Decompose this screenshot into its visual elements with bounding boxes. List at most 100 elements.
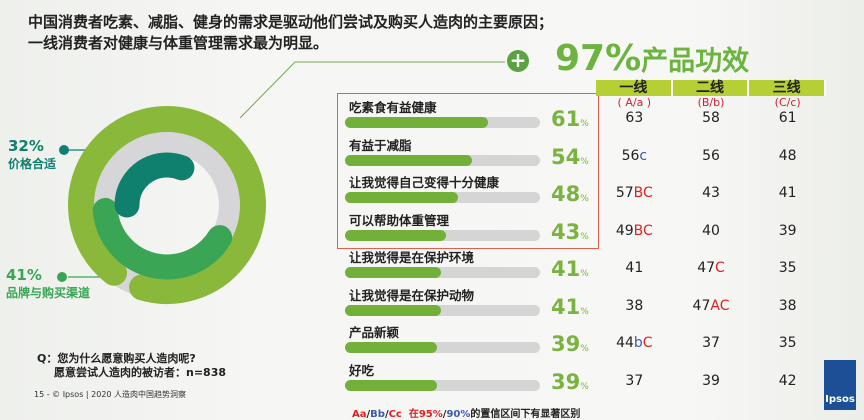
price-label: 32% 价格合适 bbox=[8, 137, 56, 172]
sub-tier1: ( A/a ) bbox=[617, 96, 652, 109]
cell-value: 42 bbox=[778, 372, 797, 389]
bar-label: 让我觉得自己变得十分健康 bbox=[349, 175, 500, 190]
bar-value: 39% bbox=[551, 370, 589, 394]
table-cell: 56 bbox=[673, 148, 750, 164]
cell-value: 41 bbox=[625, 260, 644, 276]
bar-row: 吃素食有益健康 61% bbox=[345, 97, 595, 134]
bar-row: 让我觉得自己变得十分健康 48% bbox=[345, 172, 595, 209]
table-subheader: ( A/a ) (B/b) (C/c) bbox=[596, 96, 826, 109]
question: Q：您为什么愿意购买人造肉呢? 愿意尝试人造肉的被访者：n=838 bbox=[37, 352, 226, 380]
table-row: 57BC 43 41 bbox=[596, 185, 826, 201]
legend-90: 90% bbox=[446, 409, 471, 420]
legend-cc: Cc bbox=[388, 409, 402, 420]
bar-row: 可以帮助体重管理 43% bbox=[345, 210, 595, 247]
brand-text: 品牌与购买渠道 bbox=[6, 286, 91, 300]
brand-pct: 41% bbox=[6, 266, 42, 284]
cell-value: 37 bbox=[625, 372, 644, 389]
cell-value: 58 bbox=[702, 110, 720, 126]
value-number: 43 bbox=[551, 219, 581, 244]
ring-brand-channel bbox=[92, 130, 242, 280]
bar-track bbox=[345, 154, 540, 166]
value-suffix: % bbox=[580, 381, 589, 392]
col-tier3: 三线 bbox=[749, 80, 827, 96]
value-number: 39 bbox=[551, 332, 581, 356]
price-text: 价格合适 bbox=[8, 157, 57, 171]
col-tier2: 二线 bbox=[673, 80, 750, 96]
bar bbox=[345, 304, 442, 316]
table-cell: 41 bbox=[749, 185, 826, 201]
table-cell: 39 bbox=[749, 223, 826, 239]
bar bbox=[345, 117, 489, 128]
ring-product-efficacy bbox=[68, 106, 266, 304]
cell-value: 48 bbox=[778, 147, 797, 164]
headline: 97%产品功效 bbox=[555, 38, 749, 79]
bar-value: 48% bbox=[551, 182, 589, 206]
price-pct: 32% bbox=[8, 137, 44, 155]
sig-letter: c bbox=[639, 147, 648, 164]
sig-letter: C bbox=[642, 335, 653, 351]
bar-row: 有益于减脂 54% bbox=[345, 135, 595, 172]
sig-letter: C bbox=[643, 222, 653, 239]
bar-track bbox=[345, 117, 540, 128]
table-cell: 41 bbox=[596, 260, 673, 276]
cell-value: 35 bbox=[778, 260, 797, 276]
cell-value: 57 bbox=[615, 185, 634, 201]
sig-letter: C bbox=[715, 260, 725, 276]
cell-value: 47 bbox=[692, 297, 711, 314]
bar-row: 让我觉得是在保护环境 41% bbox=[345, 247, 595, 284]
bar-row: 产品新颖 39% bbox=[345, 322, 595, 359]
table-cell: 47AC bbox=[673, 298, 750, 314]
table-cell: 35 bbox=[749, 335, 826, 351]
value-number: 39 bbox=[551, 369, 581, 394]
table-cell: 63 bbox=[596, 110, 673, 126]
value-number: 48 bbox=[551, 182, 581, 206]
table-cell: 42 bbox=[749, 373, 826, 389]
title-line-2: 一线消费者对健康与体重管理需求最为明显。 bbox=[28, 34, 329, 52]
sig-letter: B bbox=[633, 185, 644, 201]
highlight-box bbox=[337, 93, 599, 249]
donut-chart bbox=[68, 106, 266, 304]
value-number: 41 bbox=[551, 294, 581, 319]
headline-pct: 97% bbox=[555, 38, 642, 79]
cell-value: 39 bbox=[702, 372, 720, 389]
question-line2: 愿意尝试人造肉的被访者：n=838 bbox=[54, 366, 227, 379]
legend-bb: Bb bbox=[370, 409, 385, 420]
headline-label: 产品功效 bbox=[641, 46, 750, 77]
bar-label: 让我觉得是在保护动物 bbox=[349, 287, 475, 303]
cell-value: 63 bbox=[625, 110, 644, 126]
bar-track bbox=[345, 267, 540, 278]
table-row: 63 58 61 bbox=[596, 110, 826, 126]
cell-value: 44 bbox=[616, 335, 634, 351]
cell-value: 38 bbox=[778, 297, 797, 314]
bar-row: 好吃 39% bbox=[345, 360, 595, 397]
sig-letter: b bbox=[633, 335, 643, 351]
table-cell: 38 bbox=[749, 298, 826, 314]
bar-label: 让我觉得是在保护环境 bbox=[349, 250, 475, 265]
table-cell: 44bC bbox=[596, 335, 673, 351]
cell-value: 38 bbox=[625, 297, 644, 314]
table-cell: 43 bbox=[673, 185, 750, 201]
ipsos-logo: Ipsos bbox=[824, 360, 856, 410]
table-cell: 58 bbox=[673, 110, 750, 126]
value-suffix: % bbox=[580, 156, 589, 167]
question-line1: Q：您为什么愿意购买人造肉呢? bbox=[37, 352, 196, 365]
bar-label: 可以帮助体重管理 bbox=[349, 212, 450, 228]
legend-95: 在95% bbox=[408, 409, 443, 420]
value-number: 41 bbox=[551, 257, 581, 281]
cell-value: 61 bbox=[778, 110, 797, 126]
table-row: 38 47AC 38 bbox=[596, 298, 826, 314]
significance-legend: Aa/Bb/Cc 在95%/90%的置信区间下有显著区别 bbox=[352, 409, 581, 420]
bar bbox=[345, 154, 472, 166]
bar-value: 39% bbox=[551, 332, 589, 356]
bar-track bbox=[345, 379, 540, 391]
sub-tier3: (C/c) bbox=[774, 96, 801, 109]
cell-value: 47 bbox=[697, 260, 716, 276]
bar-value: 41% bbox=[551, 295, 589, 319]
cell-value: 41 bbox=[778, 185, 797, 201]
legend-aa: Aa bbox=[352, 409, 367, 420]
value-suffix: % bbox=[580, 344, 589, 354]
table-row: 44bC 37 35 bbox=[596, 335, 826, 351]
table-row: 37 39 42 bbox=[596, 373, 826, 389]
table-row: 41 47C 35 bbox=[596, 260, 826, 276]
table-cell: 37 bbox=[673, 335, 750, 351]
